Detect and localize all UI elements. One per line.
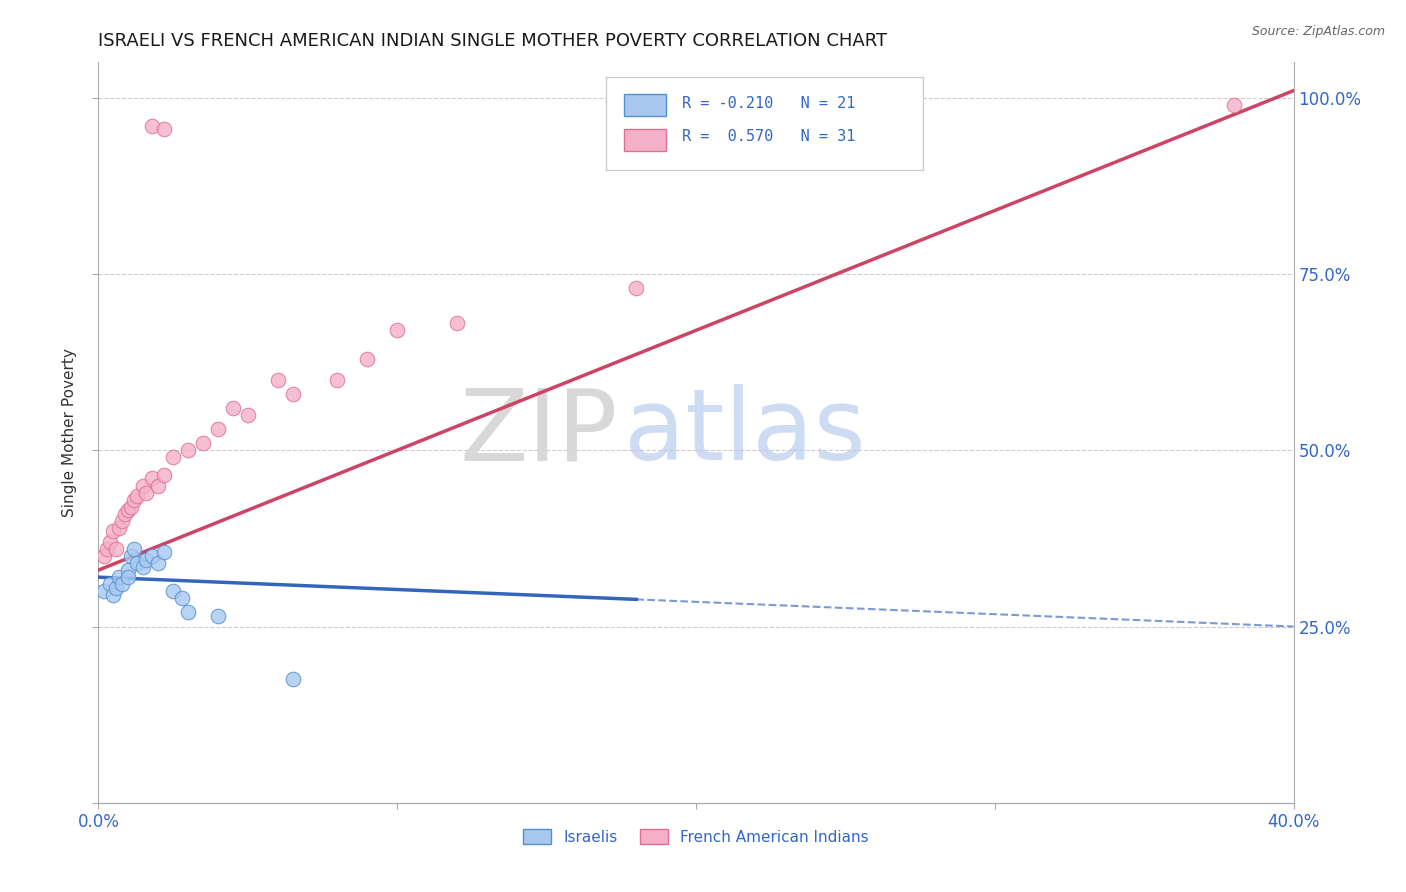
Point [326, 373, 349, 387]
Point [222, 401, 245, 415]
Point [153, 545, 176, 559]
Text: R = -0.210   N = 21: R = -0.210 N = 21 [682, 95, 855, 111]
Point [177, 443, 200, 458]
Text: R =  0.570   N = 31: R = 0.570 N = 31 [682, 129, 855, 144]
FancyBboxPatch shape [606, 78, 922, 169]
Point [191, 436, 214, 450]
Point [141, 119, 163, 133]
Legend: Israelis, French American Indians: Israelis, French American Indians [517, 822, 875, 851]
Point [117, 503, 139, 517]
Point [98, 535, 122, 549]
Point [135, 485, 157, 500]
Point [93, 584, 115, 599]
Point [207, 422, 229, 436]
Point [172, 591, 194, 606]
Text: ZIP: ZIP [460, 384, 619, 481]
Point [1223, 97, 1246, 112]
Point [141, 471, 163, 485]
Point [114, 507, 136, 521]
Point [124, 541, 146, 556]
Point [135, 552, 157, 566]
Point [446, 316, 468, 330]
Point [162, 450, 184, 465]
Bar [624, 129, 666, 152]
Bar [624, 95, 666, 117]
Point [103, 588, 125, 602]
Y-axis label: Single Mother Poverty: Single Mother Poverty [62, 348, 77, 517]
Point [117, 563, 139, 577]
Text: ISRAELI VS FRENCH AMERICAN INDIAN SINGLE MOTHER POVERTY CORRELATION CHART: ISRAELI VS FRENCH AMERICAN INDIAN SINGLE… [98, 32, 887, 50]
Point [281, 387, 304, 401]
Point [120, 549, 142, 563]
Point [111, 577, 134, 591]
Point [132, 478, 155, 492]
Point [141, 549, 163, 563]
Point [108, 521, 131, 535]
Point [96, 541, 118, 556]
Point [626, 281, 648, 295]
Point [108, 570, 131, 584]
Text: Source: ZipAtlas.com: Source: ZipAtlas.com [1251, 25, 1385, 38]
Point [148, 478, 170, 492]
Point [281, 673, 304, 687]
Point [103, 524, 125, 539]
Point [127, 489, 149, 503]
Point [117, 570, 139, 584]
Point [124, 492, 146, 507]
Point [120, 500, 142, 514]
Point [153, 122, 176, 136]
Point [98, 577, 122, 591]
Point [132, 559, 155, 574]
Point [148, 556, 170, 570]
Point [93, 549, 115, 563]
Point [385, 323, 409, 337]
Point [105, 541, 128, 556]
Point [105, 581, 128, 595]
Point [127, 556, 149, 570]
Point [236, 408, 259, 422]
Point [356, 351, 378, 366]
Point [162, 584, 184, 599]
Text: atlas: atlas [624, 384, 866, 481]
Point [111, 514, 134, 528]
Point [177, 606, 200, 620]
Point [153, 467, 176, 482]
Point [267, 373, 290, 387]
Point [207, 609, 229, 624]
